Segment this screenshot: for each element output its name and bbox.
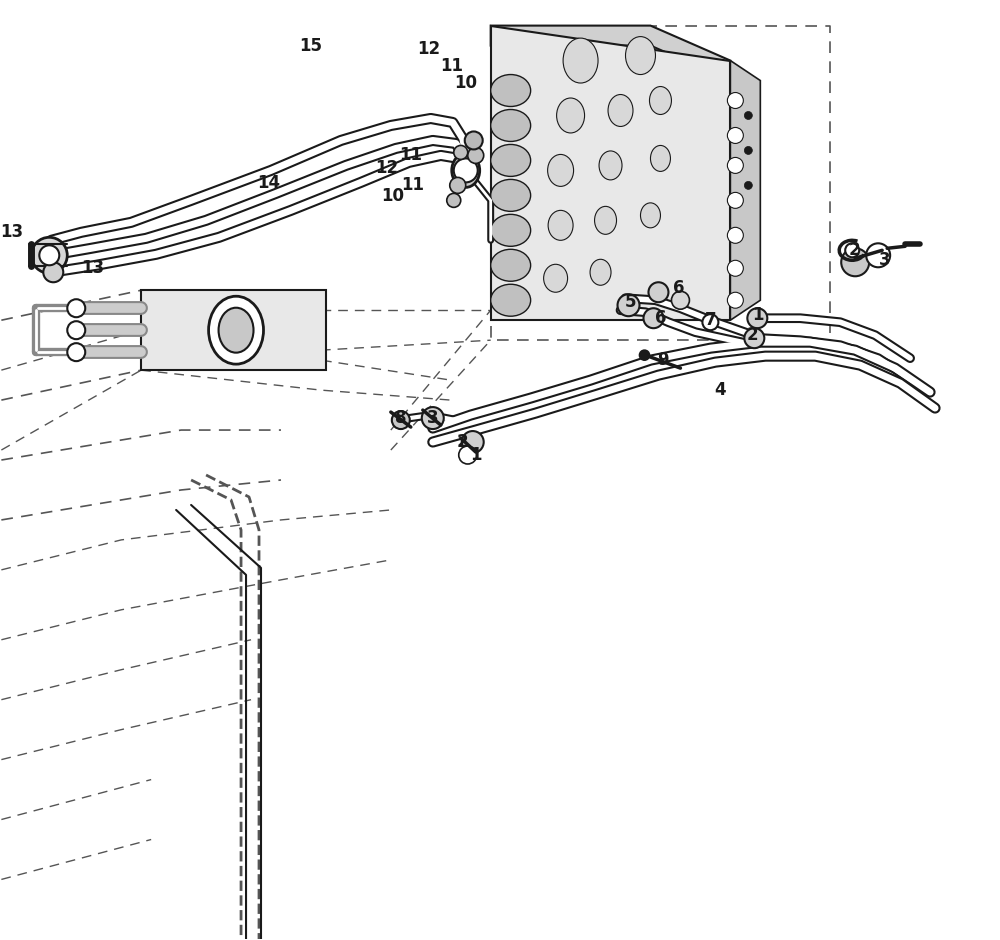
Circle shape — [643, 308, 663, 328]
Polygon shape — [491, 25, 730, 81]
Ellipse shape — [491, 249, 531, 281]
Circle shape — [744, 147, 752, 154]
Circle shape — [67, 321, 85, 339]
Ellipse shape — [452, 153, 480, 187]
Ellipse shape — [491, 214, 531, 246]
Text: 14: 14 — [257, 175, 281, 193]
Circle shape — [468, 148, 484, 164]
Ellipse shape — [590, 259, 611, 285]
Text: 11: 11 — [401, 177, 424, 195]
Ellipse shape — [491, 109, 531, 141]
Text: 12: 12 — [417, 39, 440, 57]
Text: 1: 1 — [470, 446, 481, 464]
Circle shape — [639, 351, 649, 360]
Circle shape — [392, 411, 410, 429]
Ellipse shape — [491, 74, 531, 106]
Circle shape — [727, 157, 743, 173]
Circle shape — [67, 299, 85, 317]
Circle shape — [459, 446, 477, 464]
Circle shape — [744, 181, 752, 189]
Ellipse shape — [563, 39, 598, 83]
Circle shape — [702, 314, 718, 330]
Circle shape — [618, 294, 639, 316]
Text: 15: 15 — [299, 37, 322, 55]
Text: 10: 10 — [381, 187, 404, 205]
Ellipse shape — [595, 207, 617, 234]
Circle shape — [450, 178, 466, 194]
Circle shape — [744, 328, 764, 348]
Ellipse shape — [608, 95, 633, 127]
Text: 6: 6 — [673, 279, 684, 297]
Circle shape — [67, 343, 85, 361]
Circle shape — [454, 159, 478, 182]
Circle shape — [454, 146, 468, 160]
Polygon shape — [141, 290, 326, 370]
Text: 3: 3 — [879, 251, 891, 269]
Ellipse shape — [491, 145, 531, 177]
Text: 11: 11 — [440, 56, 463, 74]
Text: 7: 7 — [705, 311, 716, 329]
Circle shape — [447, 194, 461, 208]
Circle shape — [727, 193, 743, 209]
Text: 13: 13 — [0, 224, 23, 242]
Ellipse shape — [626, 37, 655, 74]
Ellipse shape — [650, 146, 670, 171]
Polygon shape — [491, 25, 730, 321]
Circle shape — [744, 112, 752, 119]
Text: 8: 8 — [395, 409, 407, 427]
Circle shape — [841, 248, 869, 276]
Ellipse shape — [548, 154, 574, 186]
Text: 2: 2 — [747, 326, 758, 344]
Circle shape — [39, 245, 59, 265]
Text: 3: 3 — [427, 409, 439, 427]
Ellipse shape — [491, 284, 531, 316]
Text: 9: 9 — [657, 352, 668, 369]
Text: 11: 11 — [399, 147, 422, 164]
Circle shape — [671, 291, 689, 309]
Circle shape — [727, 92, 743, 108]
Text: 10: 10 — [454, 73, 477, 91]
Circle shape — [727, 227, 743, 243]
Circle shape — [31, 237, 67, 274]
Circle shape — [727, 128, 743, 144]
Circle shape — [845, 243, 859, 258]
Text: 12: 12 — [375, 160, 398, 178]
Circle shape — [727, 292, 743, 308]
Circle shape — [465, 132, 483, 149]
Polygon shape — [730, 60, 760, 321]
Text: 13: 13 — [82, 259, 105, 277]
Circle shape — [747, 308, 767, 328]
Ellipse shape — [209, 296, 264, 364]
Text: 2: 2 — [848, 242, 860, 259]
Ellipse shape — [557, 98, 585, 133]
Circle shape — [462, 431, 484, 453]
Text: 4: 4 — [715, 381, 726, 400]
Circle shape — [727, 260, 743, 276]
Circle shape — [422, 407, 444, 429]
Text: 2: 2 — [457, 433, 469, 451]
Ellipse shape — [599, 151, 622, 180]
Ellipse shape — [219, 307, 254, 352]
Ellipse shape — [491, 180, 531, 212]
Circle shape — [648, 282, 668, 303]
Text: 5: 5 — [625, 293, 636, 311]
Circle shape — [43, 262, 63, 282]
Ellipse shape — [544, 264, 568, 292]
Ellipse shape — [640, 203, 660, 227]
Circle shape — [866, 243, 890, 267]
Text: 1: 1 — [753, 306, 764, 324]
Ellipse shape — [649, 86, 671, 115]
Ellipse shape — [548, 211, 573, 241]
Text: 6: 6 — [655, 309, 666, 327]
